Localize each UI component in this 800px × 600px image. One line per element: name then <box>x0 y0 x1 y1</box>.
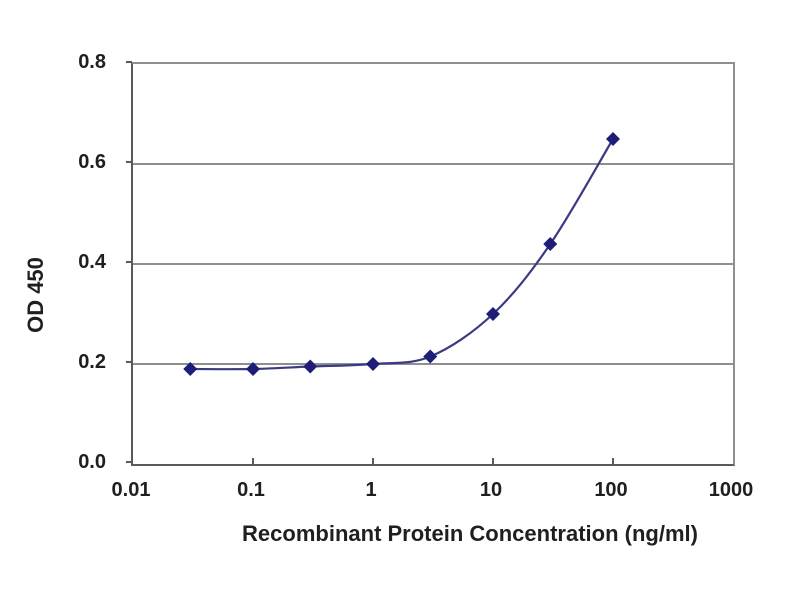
y-axis-tick <box>126 61 132 63</box>
y-tick-label: 0.0 <box>78 451 106 473</box>
data-point-marker <box>366 357 380 371</box>
x-tick-label: 1000 <box>708 479 754 501</box>
x-axis-tick <box>252 458 254 464</box>
plot-area <box>131 62 735 466</box>
data-point-marker <box>423 349 438 364</box>
gridline <box>133 163 733 165</box>
x-tick-label: 0.01 <box>111 479 151 501</box>
y-tick-label: 0.2 <box>78 351 106 373</box>
data-point-marker <box>303 359 318 374</box>
y-axis-tick <box>126 261 132 263</box>
y-tick-label: 0.4 <box>78 251 106 273</box>
x-axis-tick <box>492 458 494 464</box>
y-axis-tick <box>126 361 132 363</box>
data-point-marker <box>246 362 260 376</box>
data-point-marker <box>543 237 558 251</box>
series-line <box>190 138 614 371</box>
x-tick-label: 100 <box>594 479 628 501</box>
gridline <box>133 363 733 365</box>
gridline <box>133 263 733 265</box>
x-axis-title: Recombinant Protein Concentration (ng/ml… <box>242 521 698 546</box>
y-tick-label: 0.8 <box>78 51 106 73</box>
data-point-marker <box>606 132 620 146</box>
y-tick-label: 0.6 <box>78 151 106 173</box>
y-axis-tick <box>126 161 132 163</box>
data-point-marker <box>183 362 198 376</box>
x-tick-label: 0.1 <box>237 479 265 501</box>
x-axis-tick <box>612 458 614 464</box>
series-plot <box>183 132 620 376</box>
x-tick-label: 10 <box>479 479 503 501</box>
x-axis-tick <box>372 458 374 464</box>
data-point-marker <box>486 307 500 321</box>
y-axis-tick <box>126 461 132 463</box>
x-tick-label: 1 <box>365 479 377 501</box>
